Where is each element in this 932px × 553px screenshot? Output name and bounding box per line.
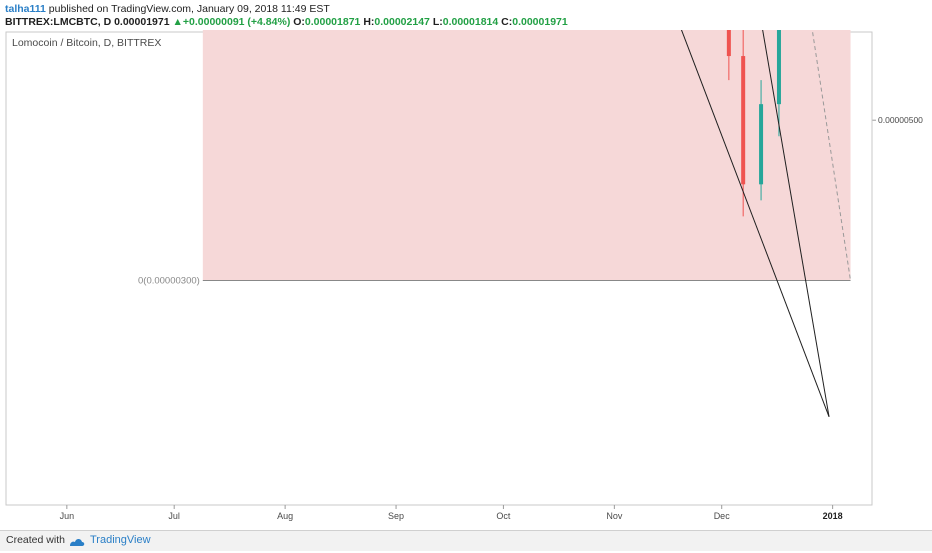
chart-header: talha111 published on TradingView.com, J… [0,0,932,30]
tradingview-logo-icon[interactable] [68,535,86,553]
x-axis-tick-label: 2018 [823,511,843,521]
change-value: +0.00000091 (+4.84%) [182,16,291,28]
h-value: 0.00002147 [374,16,430,28]
open-value: 0.00001971 [114,16,170,28]
trend-line [680,30,830,417]
l-label: L: [432,16,443,28]
x-axis-tick-label: Aug [277,511,293,521]
symbol-label: BITTREX:LMCBTC, D [5,16,112,28]
chart-area[interactable]: 1(0.00005591)0.786(0.00004459)0.618(0.00… [0,30,932,530]
chart-title: Lomocoin / Bitcoin, D, BITTREX [12,37,161,49]
price-chart[interactable]: 1(0.00005591)0.786(0.00004459)0.618(0.00… [0,30,932,530]
x-axis-tick-label: Sep [388,511,404,521]
h-label: H: [363,16,375,28]
published-text: published on TradingView.com, January 09… [48,3,330,15]
o-label: O: [293,16,305,28]
x-axis-tick-label: Oct [496,511,511,521]
c-label: C: [501,16,513,28]
candle-body [759,104,764,185]
x-axis-tick-label: Jun [60,511,75,521]
tradingview-brand-link[interactable]: TradingView [90,534,151,546]
ohlc-line: BITTREX:LMCBTC, D 0.00001971 ▲+0.0000009… [5,16,568,28]
author-link[interactable]: talha111 [5,3,46,15]
o-value: 0.00001871 [304,16,361,28]
candle-body [776,30,781,105]
created-with-text: Created with [6,534,65,546]
x-axis-tick-label: Jul [168,511,180,521]
x-axis-tick-label: Nov [606,511,623,521]
candle-body [726,30,731,57]
publish-line: talha111 published on TradingView.com, J… [5,3,330,15]
fib-band [202,30,851,281]
change-arrow-icon: ▲ [172,16,183,28]
fib-level-label: 0(0.00000300) [138,276,200,287]
x-axis-tick-label: Dec [714,511,731,521]
l-value: 0.00001814 [442,16,499,28]
footer-bar: Created with TradingView [0,530,932,551]
c-value: 0.00001971 [512,16,568,28]
candle-body [741,56,746,185]
y-axis-tick-label: 0.00000500 [878,115,923,125]
